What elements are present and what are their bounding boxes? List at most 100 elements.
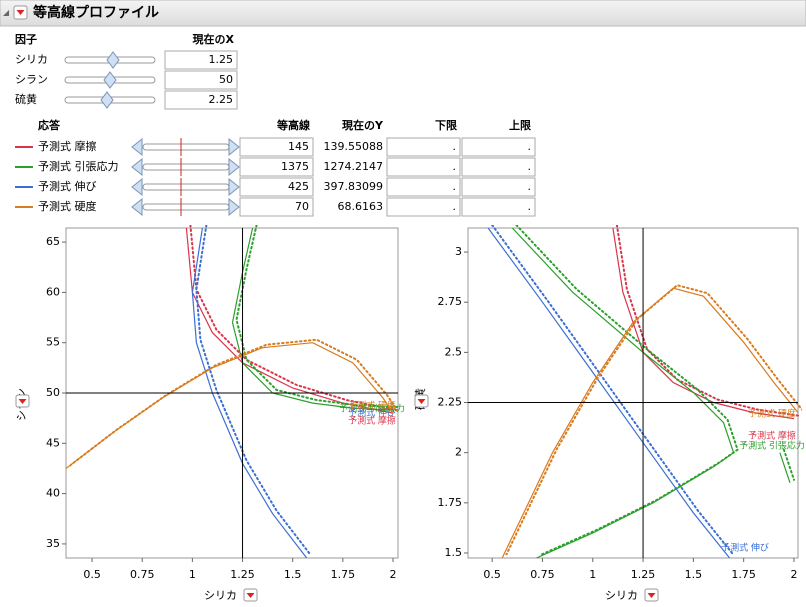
upper-value: . (528, 200, 532, 213)
slider-thumb[interactable] (100, 91, 114, 109)
upper-value: . (528, 160, 532, 173)
x-tick-label: 2 (790, 568, 797, 581)
slider-arrow[interactable] (228, 197, 240, 217)
x-tick-label: 1.5 (685, 568, 703, 581)
slider-thumb[interactable] (103, 71, 117, 89)
contour-line (231, 228, 394, 411)
upper-box[interactable] (461, 137, 536, 157)
lower-value: . (453, 180, 457, 193)
y-tick-label: 1.5 (445, 546, 463, 559)
menu-icon (16, 10, 25, 15)
x-tick-label: 0.75 (530, 568, 555, 581)
current-y: 68.6163 (338, 200, 384, 213)
contour-box[interactable] (239, 157, 314, 177)
lower-box[interactable] (386, 177, 461, 197)
menu-icon (647, 593, 656, 598)
column-header: 現在のY (342, 118, 384, 132)
column-header: 因子 (15, 33, 37, 46)
x-tick-label: 2 (389, 568, 396, 581)
x-tick-label: 1.75 (331, 568, 356, 581)
y-tick-label: 65 (46, 235, 60, 248)
value-box[interactable] (164, 90, 238, 110)
x-tick-label: 0.75 (130, 568, 155, 581)
contour-value: 70 (295, 200, 309, 213)
upper-value: . (528, 180, 532, 193)
contour-line (66, 342, 394, 469)
lower-value: . (453, 160, 457, 173)
upper-box[interactable] (461, 197, 536, 217)
upper-box[interactable] (461, 177, 536, 197)
current-y: 397.83099 (324, 180, 384, 193)
response-label: 予測式 伸び (38, 179, 97, 193)
contour-line (487, 228, 731, 558)
x-tick-label: 0.5 (83, 568, 101, 581)
response-label: 予測式 引張応力 (38, 159, 119, 173)
y-tick-label: 60 (46, 285, 60, 298)
slider-track[interactable] (142, 203, 230, 211)
value-box[interactable] (164, 70, 238, 90)
factor-value: 2.25 (209, 93, 234, 106)
lower-box[interactable] (386, 137, 461, 157)
current-y: 139.55088 (324, 140, 384, 153)
x-axis-label: シリカ (605, 589, 638, 602)
disclosure-icon[interactable] (3, 10, 9, 16)
lower-value: . (453, 140, 457, 153)
column-header: 現在のX (193, 32, 235, 46)
x-tick-label: 1 (189, 568, 196, 581)
y-tick-label: 45 (46, 436, 60, 449)
factor-name: 硫黄 (15, 92, 37, 106)
column-header: 等高線 (276, 118, 310, 132)
slider-track[interactable] (142, 163, 230, 171)
column-header: 下限 (435, 118, 457, 132)
slider-arrow[interactable] (228, 137, 240, 157)
contour-box[interactable] (239, 177, 314, 197)
menu-icon (18, 399, 27, 404)
response-label: 予測式 摩擦 (38, 139, 97, 153)
contour-label: 予測式 伸び (721, 542, 769, 554)
lower-box[interactable] (386, 197, 461, 217)
factor-value: 1.25 (209, 53, 234, 66)
contour-line (511, 228, 791, 558)
x-tick-label: 1.75 (731, 568, 756, 581)
response-label: 予測式 硬度 (38, 199, 97, 213)
slider-arrow[interactable] (131, 137, 143, 157)
y-tick-label: 3 (455, 245, 462, 258)
contour-line (501, 287, 798, 558)
x-tick-label: 1 (589, 568, 596, 581)
contour-label: 予測式 摩擦 (748, 430, 796, 442)
contour-dots (195, 225, 312, 555)
upper-value: . (528, 140, 532, 153)
x-tick-label: 0.5 (483, 568, 501, 581)
slider-track[interactable] (142, 183, 230, 191)
contour-label: 予測式 摩擦 (348, 415, 396, 427)
column-header: 応答 (38, 118, 61, 132)
contour-dots (515, 225, 795, 555)
factor-value: 50 (219, 73, 233, 86)
slider-arrow[interactable] (228, 157, 240, 177)
slider-track[interactable] (142, 143, 230, 151)
y-tick-label: 55 (46, 336, 60, 349)
contour-box[interactable] (239, 197, 314, 217)
contour-box[interactable] (239, 137, 314, 157)
y-tick-label: 1.75 (438, 496, 463, 509)
y-tick-label: 2.75 (438, 295, 463, 308)
x-tick-label: 1.25 (230, 568, 255, 581)
slider-thumb[interactable] (106, 51, 120, 69)
upper-box[interactable] (461, 157, 536, 177)
x-tick-label: 1.25 (631, 568, 656, 581)
slider-arrow[interactable] (131, 197, 143, 217)
contour-value: 145 (288, 140, 309, 153)
slider-arrow[interactable] (131, 177, 143, 197)
y-tick-label: 35 (46, 537, 60, 550)
contour-label: 予測式 硬度 (748, 408, 796, 420)
lower-box[interactable] (386, 157, 461, 177)
lower-value: . (453, 200, 457, 213)
slider-arrow[interactable] (131, 157, 143, 177)
factor-name: シラン (15, 73, 48, 86)
column-header: 上限 (509, 118, 531, 132)
menu-icon (246, 593, 255, 598)
value-box[interactable] (164, 50, 238, 70)
slider-arrow[interactable] (228, 177, 240, 197)
contour-dots (235, 225, 398, 409)
y-tick-label: 2 (455, 446, 462, 459)
